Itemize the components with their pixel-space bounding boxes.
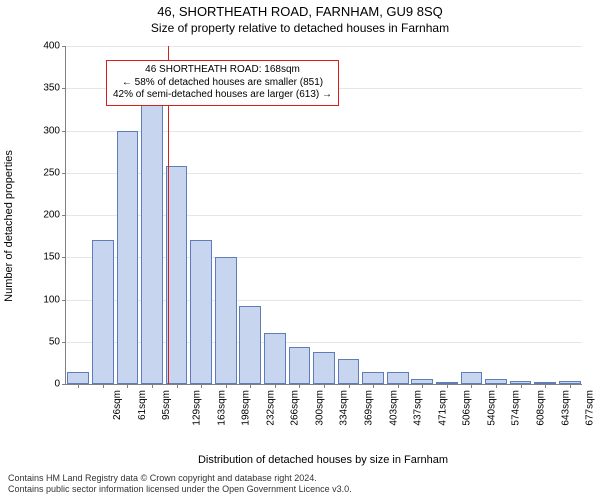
attribution-line-1: Contains HM Land Registry data © Crown c… — [8, 473, 352, 485]
ytick — [62, 257, 66, 258]
xtick — [103, 384, 104, 388]
ytick-label: 200 — [32, 210, 60, 221]
xtick — [250, 384, 251, 388]
xtick-label: 95sqm — [161, 390, 172, 420]
bar — [141, 105, 163, 384]
ytick — [62, 131, 66, 132]
xtick-label: 26sqm — [112, 390, 123, 420]
xtick-label: 471sqm — [437, 390, 448, 426]
bar — [289, 347, 311, 384]
xtick — [324, 384, 325, 388]
xtick — [373, 384, 374, 388]
ytick — [62, 46, 66, 47]
xtick-label: 437sqm — [413, 390, 424, 426]
annotation-line: ← 58% of detached houses are smaller (85… — [113, 77, 332, 90]
ytick-label: 150 — [32, 252, 60, 263]
chart-area: Number of detached properties 0501001502… — [45, 46, 581, 406]
xtick-label: 198sqm — [241, 390, 252, 426]
attribution: Contains HM Land Registry data © Crown c… — [8, 473, 352, 496]
annotation-line: 42% of semi-detached houses are larger (… — [113, 89, 332, 102]
xtick — [152, 384, 153, 388]
xtick — [226, 384, 227, 388]
title-subtitle: Size of property relative to detached ho… — [0, 21, 600, 35]
xtick-label: 300sqm — [314, 390, 325, 426]
xtick-label: 129sqm — [192, 390, 203, 426]
ytick — [62, 173, 66, 174]
bar — [338, 359, 360, 384]
bar — [117, 131, 139, 385]
xtick — [275, 384, 276, 388]
xtick-label: 403sqm — [388, 390, 399, 426]
bar — [67, 372, 89, 384]
ytick-label: 250 — [32, 167, 60, 178]
bar — [362, 372, 384, 384]
xtick-label: 506sqm — [462, 390, 473, 426]
bar — [387, 372, 409, 384]
xtick-label: 334sqm — [339, 390, 350, 426]
ytick — [62, 384, 66, 385]
xtick — [447, 384, 448, 388]
xtick — [496, 384, 497, 388]
bar — [215, 257, 237, 384]
plot-area: 05010015020025030035040026sqm61sqm95sqm1… — [65, 46, 582, 385]
xtick — [570, 384, 571, 388]
xtick — [471, 384, 472, 388]
xtick-label: 677sqm — [585, 390, 596, 426]
y-axis-label: Number of detached properties — [3, 150, 15, 302]
ytick — [62, 88, 66, 89]
annotation-box: 46 SHORTHEATH ROAD: 168sqm← 58% of detac… — [106, 60, 339, 106]
gridline — [66, 46, 582, 47]
xtick-label: 643sqm — [560, 390, 571, 426]
bar — [313, 352, 335, 384]
xtick-label: 163sqm — [216, 390, 227, 426]
ytick-label: 100 — [32, 294, 60, 305]
ytick-label: 0 — [32, 379, 60, 390]
bar — [461, 372, 483, 384]
xtick — [422, 384, 423, 388]
ytick-label: 350 — [32, 83, 60, 94]
xtick — [349, 384, 350, 388]
xtick-label: 232sqm — [265, 390, 276, 426]
xtick-label: 61sqm — [137, 390, 148, 420]
ytick-label: 300 — [32, 125, 60, 136]
ytick — [62, 342, 66, 343]
ytick-label: 50 — [32, 336, 60, 347]
xtick-label: 608sqm — [536, 390, 547, 426]
container: 46, SHORTHEATH ROAD, FARNHAM, GU9 8SQ Si… — [0, 0, 600, 500]
bar — [92, 240, 114, 384]
xtick — [521, 384, 522, 388]
title-block: 46, SHORTHEATH ROAD, FARNHAM, GU9 8SQ Si… — [0, 0, 600, 35]
xtick — [299, 384, 300, 388]
annotation-line: 46 SHORTHEATH ROAD: 168sqm — [113, 64, 332, 77]
ytick — [62, 215, 66, 216]
title-address: 46, SHORTHEATH ROAD, FARNHAM, GU9 8SQ — [0, 4, 600, 19]
bar — [166, 166, 188, 384]
xtick — [177, 384, 178, 388]
bar — [239, 306, 261, 384]
ytick — [62, 300, 66, 301]
xtick — [127, 384, 128, 388]
xtick-label: 574sqm — [511, 390, 522, 426]
xtick — [398, 384, 399, 388]
xtick — [78, 384, 79, 388]
bar — [264, 333, 286, 384]
xtick — [201, 384, 202, 388]
x-axis-label: Distribution of detached houses by size … — [65, 454, 581, 466]
xtick — [545, 384, 546, 388]
attribution-line-2: Contains public sector information licen… — [8, 484, 352, 496]
xtick-label: 540sqm — [486, 390, 497, 426]
xtick-label: 369sqm — [364, 390, 375, 426]
ytick-label: 400 — [32, 41, 60, 52]
bar — [190, 240, 212, 384]
xtick-label: 266sqm — [290, 390, 301, 426]
